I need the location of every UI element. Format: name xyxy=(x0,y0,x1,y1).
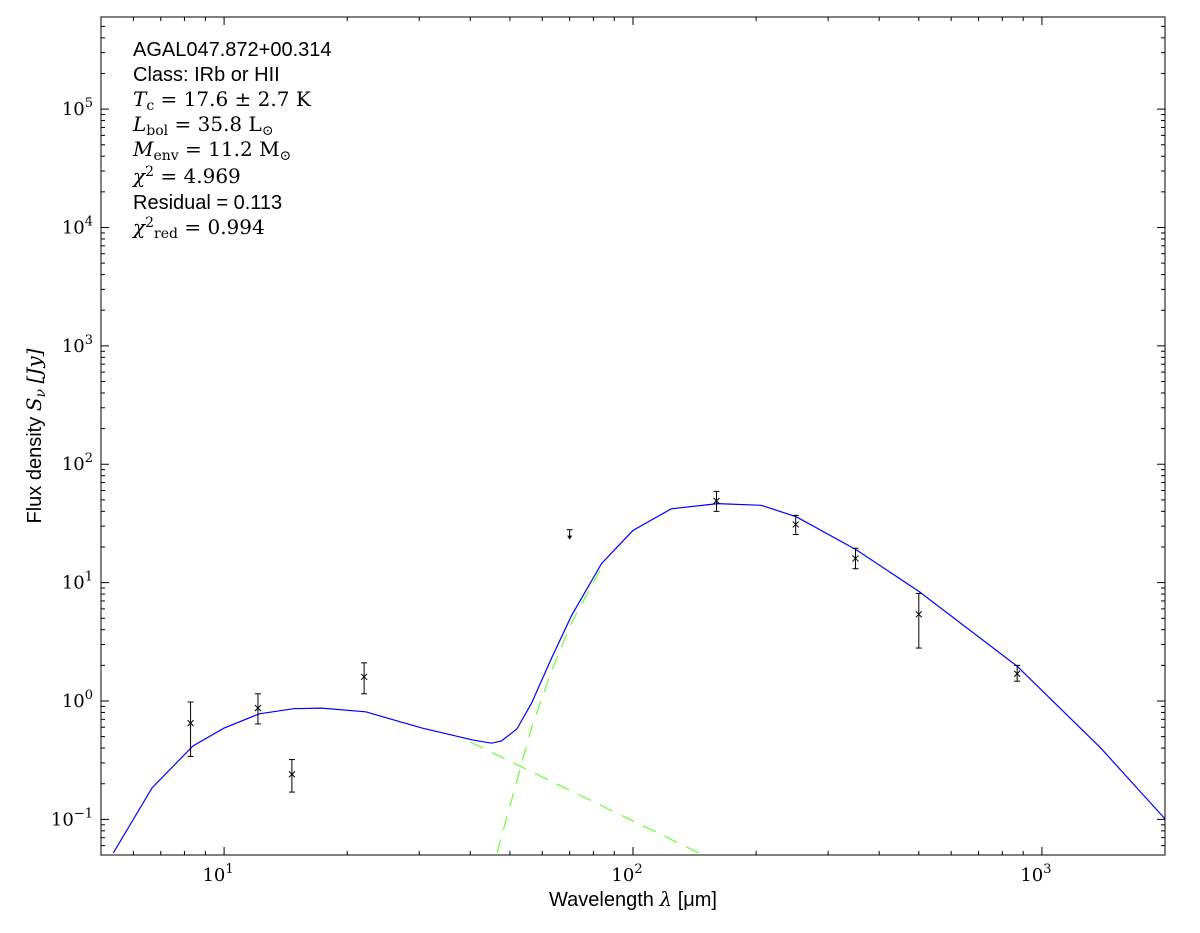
y-tick-label: 102 xyxy=(62,451,93,475)
annotation-line: Menv = 11.2 M⊙ xyxy=(132,137,291,164)
annotation-sup: 2 xyxy=(145,215,154,231)
x-tick-label: 103 xyxy=(1020,862,1051,886)
annotation-sub: env xyxy=(153,148,178,164)
x-label-unit: [μm] xyxy=(678,889,717,911)
point-marker xyxy=(254,704,262,712)
y-axis-label: Flux density Sν [Jy] xyxy=(22,348,50,523)
annotation-value: = 11.2 M xyxy=(179,137,280,161)
annotation-sub: bol xyxy=(146,123,168,139)
x-axis-label: Wavelength λ [μm] xyxy=(549,887,717,911)
tick-exponent: 2 xyxy=(85,451,93,466)
x-tick-label: 101 xyxy=(202,862,233,886)
x-label-symbol: λ xyxy=(658,887,672,911)
data-point xyxy=(1013,664,1021,682)
annotation-main: M xyxy=(132,137,154,161)
tick-exponent: 3 xyxy=(1043,862,1051,877)
annotation-main: Residual = 0.113 xyxy=(133,192,282,214)
annotation-main: χ xyxy=(131,215,147,239)
point-marker xyxy=(288,771,296,778)
point-marker xyxy=(852,555,859,562)
data-point xyxy=(187,701,194,757)
tick-base: 10 xyxy=(62,454,85,475)
annotation-main: χ xyxy=(131,164,147,188)
tick-exponent: 4 xyxy=(85,214,93,229)
annotation-line: Residual = 0.113 xyxy=(133,192,282,214)
annotation-main: Class: IRb or HII xyxy=(133,64,280,86)
sun-symbol-icon: ⊙ xyxy=(262,123,274,139)
tick-base: 10 xyxy=(62,217,85,238)
tick-exponent: −1 xyxy=(74,806,93,821)
annotation-line: Tc = 17.6 ± 2.7 K xyxy=(133,87,312,114)
tick-base: 10 xyxy=(62,336,85,357)
data-point xyxy=(713,490,720,512)
tick-base: 10 xyxy=(202,865,225,886)
y-tick-label: 103 xyxy=(62,333,93,357)
down-arrow-icon xyxy=(567,535,573,540)
tick-base: 10 xyxy=(51,809,74,830)
x-label-text: Wavelength xyxy=(549,889,654,911)
annotation-value: = 35.8 L xyxy=(168,112,262,136)
annotation-line: χ2red = 0.994 xyxy=(131,215,265,242)
data-point xyxy=(360,662,368,695)
point-marker xyxy=(360,673,368,681)
point-marker xyxy=(915,610,923,618)
annotation-line: Lbol = 35.8 L⊙ xyxy=(132,112,274,139)
tick-exponent: 3 xyxy=(85,333,93,348)
data-point xyxy=(288,759,296,793)
tick-exponent: 5 xyxy=(85,96,93,111)
data-point xyxy=(792,514,800,535)
annotation-sup: 2 xyxy=(145,164,154,180)
x-tick-label: 102 xyxy=(611,862,642,886)
point-marker xyxy=(713,497,720,505)
sun-symbol-icon: ⊙ xyxy=(280,148,292,164)
point-marker xyxy=(1013,670,1021,678)
tick-base: 10 xyxy=(62,691,85,712)
annotation-line: Class: IRb or HII xyxy=(133,64,280,86)
y-tick-label: 104 xyxy=(62,214,93,238)
warm-component-line xyxy=(470,741,700,854)
tick-base: 10 xyxy=(62,573,85,594)
y-label-sub: ν xyxy=(33,389,49,398)
y-tick-label: 100 xyxy=(62,688,93,712)
y-label-symbol: S xyxy=(22,398,46,412)
data-point xyxy=(852,547,859,570)
annotation-sub: c xyxy=(146,98,154,114)
point-marker xyxy=(187,719,194,727)
tick-exponent: 1 xyxy=(85,570,93,585)
data-point xyxy=(254,693,262,725)
annotation-value: = 4.969 xyxy=(154,164,241,188)
annotation-sub: red xyxy=(154,226,178,242)
annotation-line: χ2 = 4.969 xyxy=(131,164,241,188)
tick-base: 10 xyxy=(611,865,634,886)
annotation-main: T xyxy=(133,87,148,111)
y-tick-label: 10−1 xyxy=(51,806,93,830)
tick-exponent: 1 xyxy=(225,862,233,877)
annotation-main: L xyxy=(132,112,146,136)
data-point xyxy=(915,592,923,649)
annotation-value: = 17.6 ± 2.7 K xyxy=(154,87,312,111)
point-marker xyxy=(792,521,800,528)
annotation-line: AGAL047.872+00.314 xyxy=(133,39,332,61)
tick-base: 10 xyxy=(62,99,85,120)
y-tick-label: 105 xyxy=(62,96,93,120)
y-tick-label: 101 xyxy=(62,570,93,594)
y-label-unit: [Jy] xyxy=(22,348,46,383)
tick-exponent: 0 xyxy=(85,688,93,703)
model-curve xyxy=(112,502,1165,854)
tick-exponent: 2 xyxy=(634,862,642,877)
tick-base: 10 xyxy=(1020,865,1043,886)
upper-limit xyxy=(566,529,573,540)
y-label-text: Flux density xyxy=(24,417,46,524)
plot-marks xyxy=(112,490,1165,854)
annotation-value: = 0.994 xyxy=(178,215,265,239)
annotation-main: AGAL047.872+00.314 xyxy=(133,39,332,61)
